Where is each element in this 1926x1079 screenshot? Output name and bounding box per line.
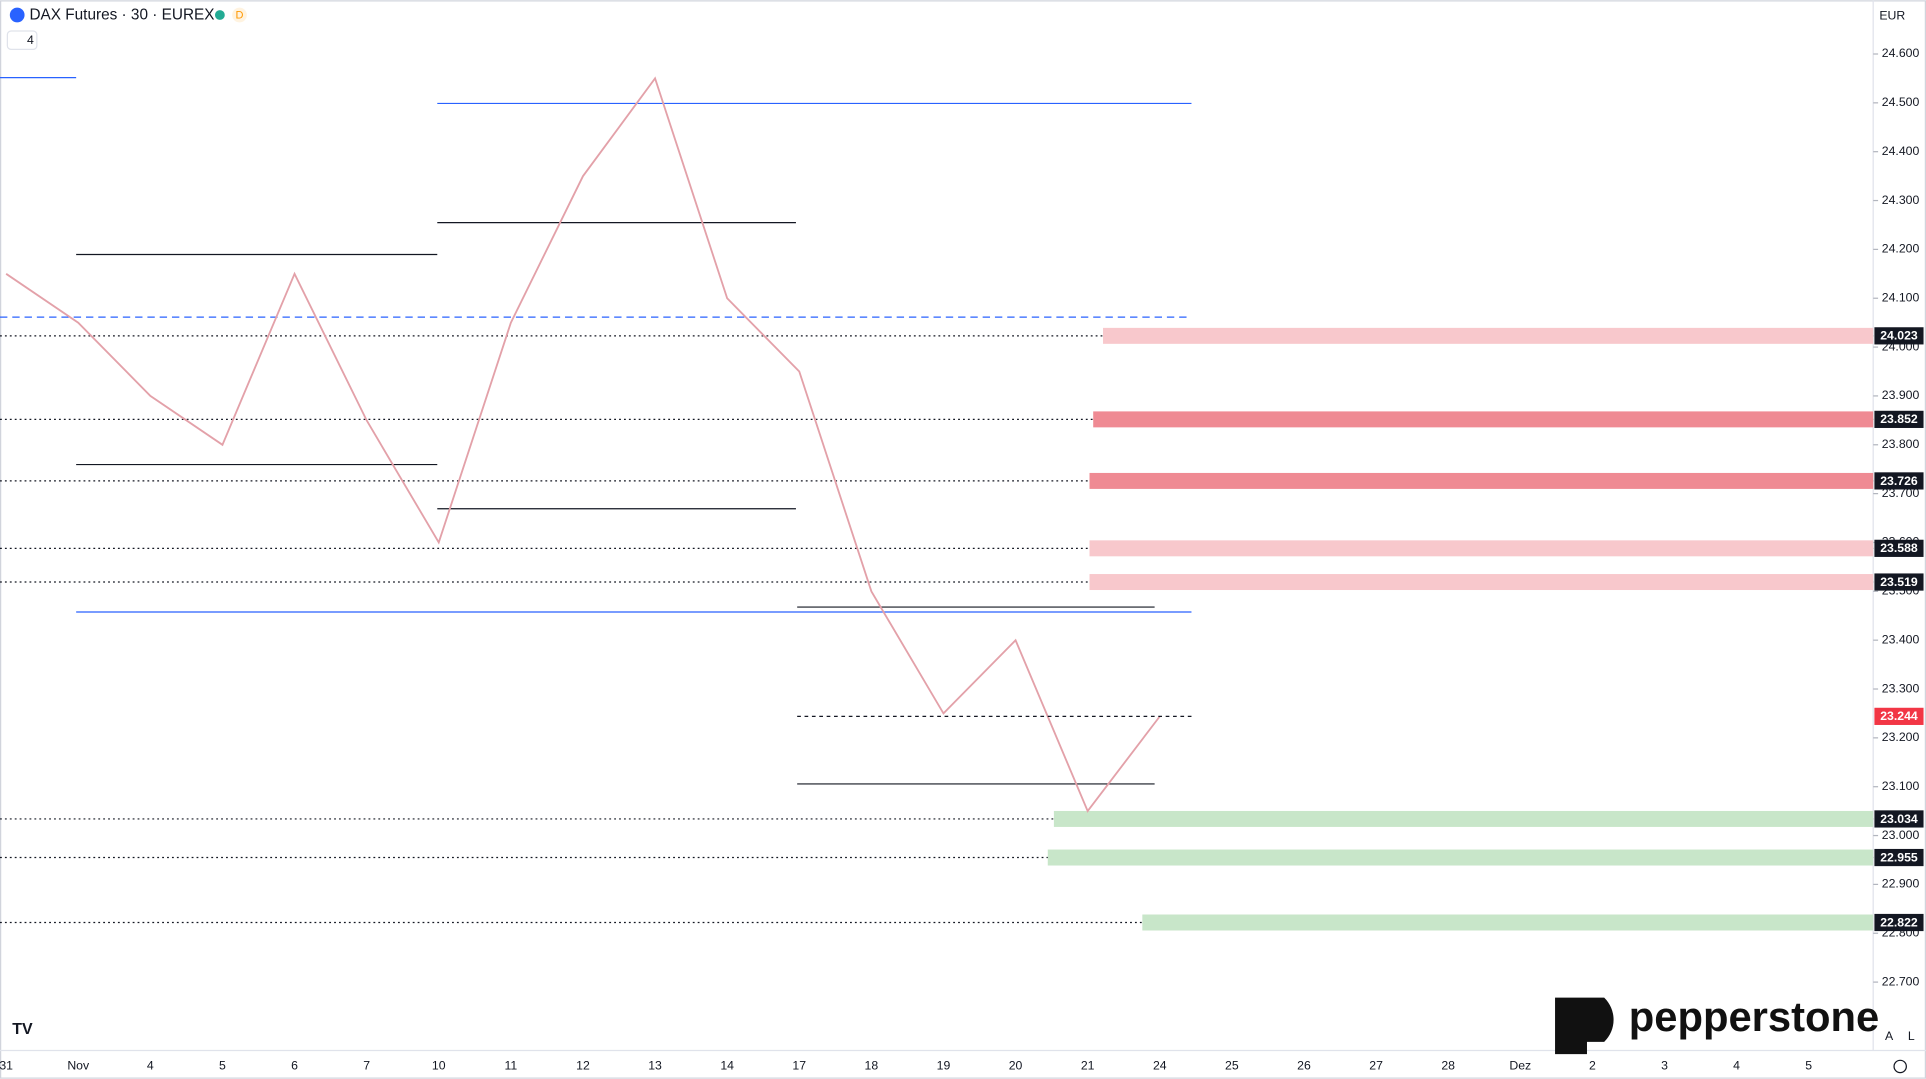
watermark: pepperstone	[1629, 993, 1880, 1040]
y-tick-label: 24.300	[1882, 193, 1920, 207]
x-tick-label: 11	[504, 1059, 517, 1073]
level-label: 23.034	[1880, 812, 1918, 826]
level-zone	[1103, 327, 1874, 344]
level-label: 23.852	[1880, 412, 1918, 426]
y-tick-label: 24.200	[1882, 242, 1920, 256]
y-tick-label: 24.100	[1882, 290, 1920, 304]
x-tick-label: 31	[0, 1059, 13, 1073]
level-label: 22.822	[1880, 915, 1918, 929]
x-tick-label: 6	[291, 1059, 298, 1073]
y-tick-label: 23.100	[1882, 779, 1920, 793]
indicator-count: 4	[27, 33, 34, 47]
x-tick-label: 5	[219, 1059, 226, 1073]
x-tick-label: 3	[1661, 1059, 1668, 1073]
level-label-bg	[1874, 848, 1924, 867]
y-tick-label: 23.400	[1882, 632, 1920, 646]
level-zone	[1089, 472, 1874, 489]
level-label: 23.588	[1880, 541, 1918, 555]
x-tick-label: 12	[576, 1059, 590, 1073]
y-tick-label: 24.400	[1882, 144, 1920, 158]
y-tick-label: 22.900	[1882, 877, 1920, 891]
x-tick-label: Dez	[1509, 1059, 1531, 1073]
last-price-bg	[1874, 707, 1924, 725]
x-tick-label: 4	[147, 1059, 154, 1073]
x-tick-label: 5	[1805, 1059, 1812, 1073]
x-tick-label: 27	[1369, 1059, 1383, 1073]
y-tick-label: 24.600	[1882, 46, 1920, 60]
x-tick-label: 7	[363, 1059, 370, 1073]
level-zone	[1053, 810, 1874, 827]
level-label-bg	[1874, 539, 1924, 557]
scale-button[interactable]: A	[1885, 1029, 1894, 1043]
symbol-icon	[9, 7, 25, 23]
x-tick-label: 4	[1733, 1059, 1740, 1073]
profile-lines	[0, 77, 1192, 785]
x-tick-label: Nov	[67, 1059, 90, 1073]
x-tick-label: 21	[1081, 1059, 1095, 1073]
badge-bg	[232, 7, 247, 23]
x-tick-label: 2	[1589, 1059, 1596, 1073]
status-dot	[214, 10, 225, 20]
level-label-bg	[1874, 327, 1924, 345]
scale-button[interactable]: L	[1908, 1029, 1915, 1043]
level-zone	[1089, 540, 1874, 557]
x-tick-label: 19	[937, 1059, 951, 1073]
level-label: 22.955	[1880, 850, 1918, 864]
level-zone	[1142, 914, 1874, 931]
price-line	[5, 76, 1161, 813]
settings-icon[interactable]	[1893, 1059, 1907, 1074]
chart-title: DAX Futures · 30 · EUREX	[29, 7, 214, 24]
x-tick-label: 13	[648, 1059, 662, 1073]
x-tick-label: 18	[865, 1059, 879, 1073]
x-tick-label: 14	[720, 1059, 734, 1073]
last-price-label: 23.244	[1880, 709, 1918, 723]
x-tick-label: 20	[1009, 1059, 1023, 1073]
tv-logo: TV	[12, 1021, 33, 1038]
x-tick-label: 24	[1153, 1059, 1167, 1073]
badge: D	[236, 10, 244, 22]
currency: EUR	[1879, 8, 1905, 22]
level-label-bg	[1874, 573, 1924, 591]
y-tick-label: 23.200	[1882, 730, 1920, 744]
level-label-bg	[1874, 410, 1924, 428]
pepperstone-mark	[1555, 997, 1614, 1055]
y-tick-label: 22.700	[1882, 974, 1920, 988]
level-label: 24.023	[1880, 329, 1918, 343]
y-tick-label: 23.900	[1882, 388, 1920, 402]
y-tick-label: 23.300	[1882, 681, 1920, 695]
level-label: 23.519	[1880, 575, 1918, 589]
y-tick-label: 23.800	[1882, 437, 1920, 451]
indicator-toggle[interactable]	[6, 30, 38, 51]
level-zone	[1089, 574, 1874, 591]
y-tick-label: 23.000	[1882, 828, 1920, 842]
x-tick-label: 28	[1441, 1059, 1455, 1073]
level-zone	[1093, 411, 1874, 428]
level-zone	[1047, 849, 1874, 866]
level-label-bg	[1874, 913, 1924, 932]
x-tick-label: 17	[792, 1059, 806, 1073]
level-label-bg	[1874, 472, 1924, 490]
plot-area	[0, 76, 1874, 931]
level-label-bg	[1874, 810, 1924, 828]
x-tick-label: 10	[432, 1059, 446, 1073]
y-tick-label: 24.500	[1882, 95, 1920, 109]
x-tick-label: 26	[1297, 1059, 1311, 1073]
level-label: 23.726	[1880, 474, 1918, 488]
x-tick-label: 25	[1225, 1059, 1239, 1073]
